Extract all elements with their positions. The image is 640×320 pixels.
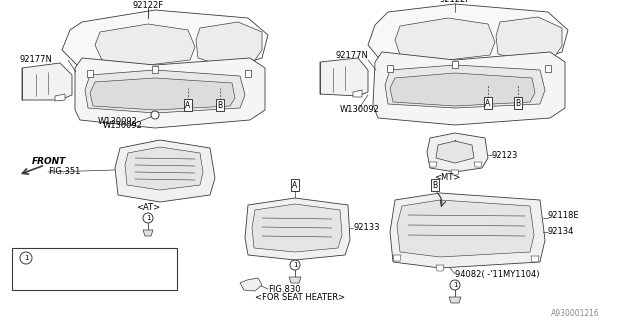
Polygon shape [436, 141, 474, 163]
Text: 1: 1 [24, 255, 28, 261]
Polygon shape [353, 90, 362, 97]
Text: 92177N: 92177N [20, 55, 53, 65]
Polygon shape [395, 18, 495, 60]
Text: A930001216: A930001216 [551, 309, 600, 318]
Polygon shape [115, 140, 215, 202]
Text: A: A [485, 99, 491, 108]
Polygon shape [451, 63, 459, 69]
Polygon shape [87, 70, 93, 77]
Text: <AT>: <AT> [136, 204, 160, 212]
Text: B: B [218, 100, 223, 109]
Text: 94082( -'11MY1104): 94082( -'11MY1104) [455, 269, 540, 278]
Text: 92122F: 92122F [132, 1, 164, 10]
Circle shape [20, 252, 32, 264]
Polygon shape [397, 200, 534, 257]
Polygon shape [385, 65, 545, 108]
Polygon shape [245, 70, 251, 77]
Text: FIG.830: FIG.830 [268, 284, 301, 293]
Text: A: A [292, 180, 298, 189]
Text: 0450S*A( -'10MY): 0450S*A( -'10MY) [44, 253, 113, 262]
Polygon shape [95, 24, 195, 65]
Polygon shape [474, 162, 482, 167]
Text: FRONT: FRONT [32, 157, 67, 166]
Text: 1: 1 [292, 262, 297, 268]
Text: FIG.351: FIG.351 [48, 167, 81, 177]
Polygon shape [427, 133, 488, 172]
Polygon shape [75, 58, 265, 128]
Text: 92118E: 92118E [548, 211, 580, 220]
Polygon shape [436, 265, 444, 271]
Polygon shape [545, 65, 551, 72]
Polygon shape [55, 94, 65, 101]
Text: 92134: 92134 [548, 228, 574, 236]
Text: W130092: W130092 [340, 106, 380, 115]
Text: 1: 1 [452, 282, 457, 288]
Polygon shape [531, 256, 539, 262]
Polygon shape [86, 59, 94, 65]
Text: W130092: W130092 [103, 121, 143, 130]
Text: B: B [433, 180, 438, 189]
Circle shape [143, 213, 153, 223]
Polygon shape [526, 57, 534, 63]
Polygon shape [143, 230, 153, 236]
Polygon shape [387, 65, 393, 72]
Circle shape [420, 240, 430, 250]
Polygon shape [429, 162, 437, 167]
Polygon shape [22, 63, 72, 100]
Text: 92122F: 92122F [440, 0, 470, 4]
Polygon shape [245, 198, 350, 260]
Text: 1: 1 [146, 215, 150, 221]
Circle shape [450, 280, 460, 290]
Polygon shape [226, 62, 234, 68]
Polygon shape [85, 70, 245, 113]
Polygon shape [496, 17, 562, 60]
Text: 92123: 92123 [492, 150, 518, 159]
Circle shape [407, 240, 417, 250]
Polygon shape [393, 255, 401, 261]
Polygon shape [252, 204, 342, 252]
Polygon shape [390, 193, 545, 268]
Polygon shape [449, 297, 461, 303]
Polygon shape [151, 69, 159, 75]
Bar [12, 248, 177, 290]
Polygon shape [386, 54, 394, 60]
Polygon shape [152, 66, 158, 73]
Text: A: A [186, 100, 191, 109]
Polygon shape [240, 278, 262, 291]
Polygon shape [196, 22, 262, 65]
Polygon shape [373, 52, 565, 125]
Text: 92177N: 92177N [335, 52, 368, 60]
Polygon shape [390, 73, 535, 106]
Polygon shape [125, 147, 203, 190]
Polygon shape [289, 277, 301, 283]
Text: <FOR SEAT HEATER>: <FOR SEAT HEATER> [255, 293, 345, 302]
Text: 0500031 ('11MY- ): 0500031 ('11MY- ) [44, 275, 116, 284]
Polygon shape [368, 4, 568, 68]
Circle shape [290, 260, 300, 270]
Circle shape [151, 111, 159, 119]
Polygon shape [451, 170, 459, 175]
Polygon shape [90, 78, 235, 110]
Text: W130092: W130092 [98, 117, 138, 126]
Text: <MT>: <MT> [434, 173, 460, 182]
Text: B: B [515, 99, 520, 108]
Polygon shape [320, 58, 368, 96]
Text: 92133: 92133 [353, 223, 380, 233]
Polygon shape [62, 10, 268, 75]
Polygon shape [452, 61, 458, 68]
